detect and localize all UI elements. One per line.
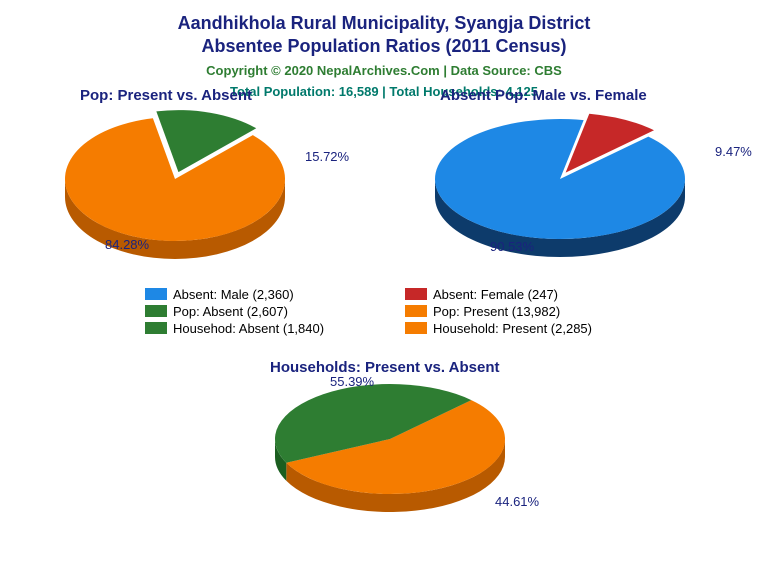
legend-item: Househod: Absent (1,840) bbox=[145, 321, 405, 336]
chart-title-gender: Absent Pop: Male vs. Female bbox=[440, 87, 647, 104]
legend-label: Absent: Male (2,360) bbox=[173, 287, 294, 302]
legend-item: Absent: Male (2,360) bbox=[145, 287, 405, 302]
legend-label: Pop: Present (13,982) bbox=[433, 304, 560, 319]
legend-item: Pop: Present (13,982) bbox=[405, 304, 665, 319]
pct-label: 84.28% bbox=[105, 237, 149, 252]
chart-title-households: Households: Present vs. Absent bbox=[270, 359, 500, 376]
pct-label: 15.72% bbox=[305, 149, 349, 164]
pie-slice bbox=[435, 119, 685, 239]
legend-item: Pop: Absent (2,607) bbox=[145, 304, 405, 319]
legend-item: Household: Present (2,285) bbox=[405, 321, 665, 336]
title-line1: Aandhikhola Rural Municipality, Syangja … bbox=[178, 13, 591, 33]
pct-label: 55.39% bbox=[330, 374, 374, 389]
legend-swatch bbox=[405, 288, 427, 300]
legend-swatch bbox=[405, 322, 427, 334]
legend-label: Househod: Absent (1,840) bbox=[173, 321, 324, 336]
pies-svg bbox=[0, 99, 768, 579]
pct-label: 9.47% bbox=[715, 144, 752, 159]
pct-label: 90.53% bbox=[490, 239, 534, 254]
chart-title-pop: Pop: Present vs. Absent bbox=[80, 87, 252, 104]
legend-swatch bbox=[145, 288, 167, 300]
legend-swatch bbox=[145, 322, 167, 334]
legend-swatch bbox=[145, 305, 167, 317]
legend: Absent: Male (2,360) Absent: Female (247)… bbox=[145, 287, 665, 338]
legend-label: Pop: Absent (2,607) bbox=[173, 304, 288, 319]
pct-label: 44.61% bbox=[495, 494, 539, 509]
legend-swatch bbox=[405, 305, 427, 317]
page-title: Aandhikhola Rural Municipality, Syangja … bbox=[0, 12, 768, 59]
copyright-text: Copyright © 2020 NepalArchives.Com | Dat… bbox=[0, 63, 768, 78]
chart-area: Pop: Present vs. Absent Absent Pop: Male… bbox=[0, 99, 768, 579]
legend-label: Household: Present (2,285) bbox=[433, 321, 592, 336]
legend-label: Absent: Female (247) bbox=[433, 287, 558, 302]
title-line2: Absentee Population Ratios (2011 Census) bbox=[201, 36, 566, 56]
legend-item: Absent: Female (247) bbox=[405, 287, 665, 302]
